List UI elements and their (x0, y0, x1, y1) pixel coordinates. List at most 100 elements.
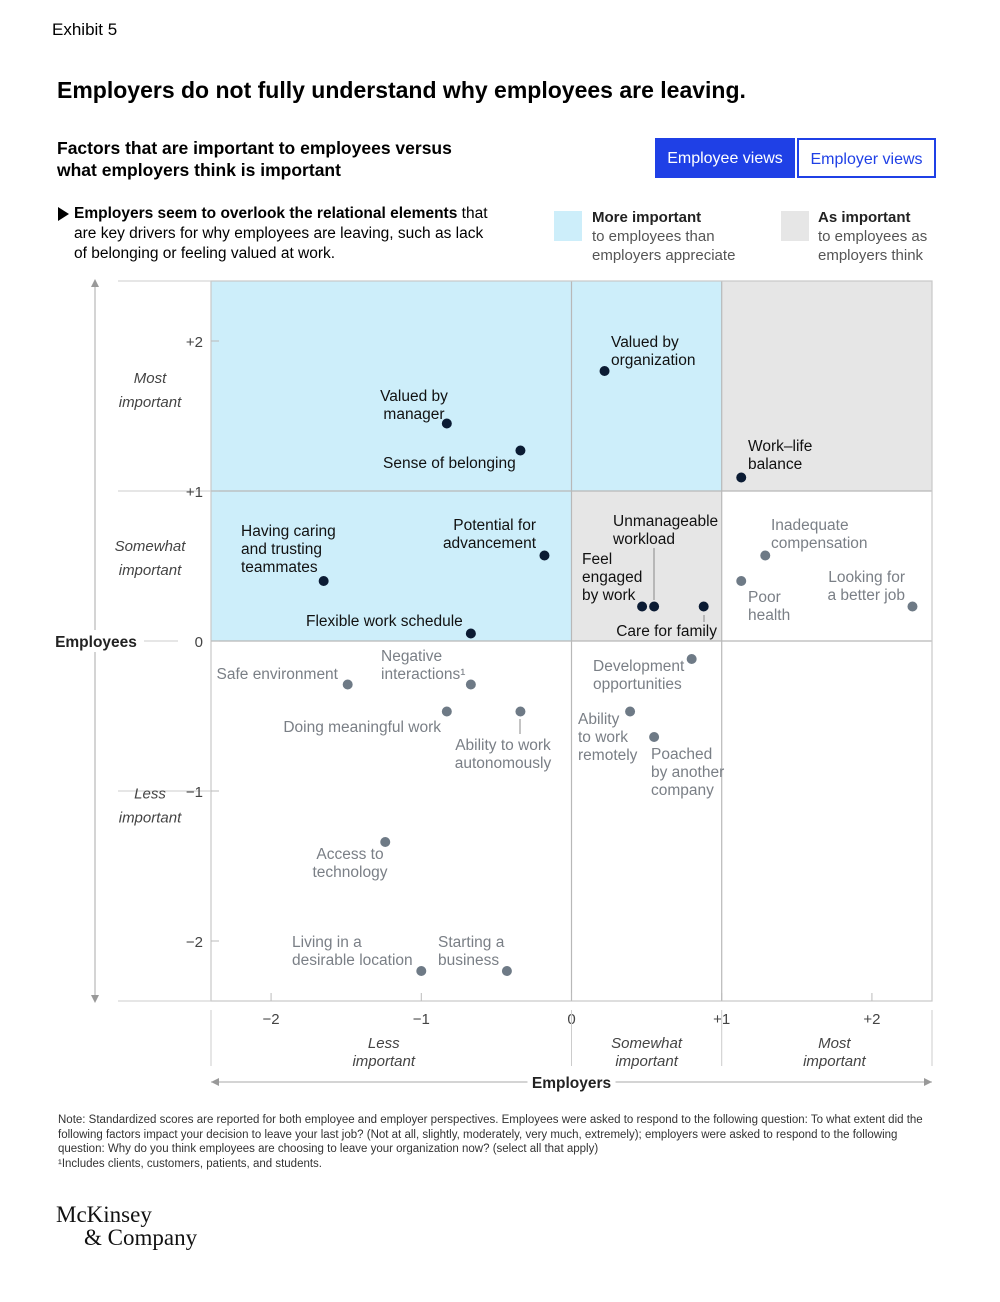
legend-as-important-text: to employees as employers think (818, 228, 928, 264)
point-label: and trusting (241, 541, 322, 558)
point-label: by another (651, 764, 724, 781)
y-tick-label: +1 (186, 484, 203, 501)
tab-employer-views[interactable]: Employer views (797, 138, 936, 178)
x-category-label: Most (818, 1035, 851, 1052)
x-tick-label: +2 (863, 1011, 880, 1028)
point-label: Feel (582, 551, 612, 568)
mckinsey-logo: McKinsey & Company (56, 1203, 197, 1249)
x-category-label: important (615, 1053, 678, 1070)
data-point (318, 576, 329, 586)
point-label: teammates (241, 559, 318, 576)
point-label: opportunities (593, 676, 682, 693)
point-label: health (748, 607, 790, 624)
data-point (441, 418, 452, 429)
data-point (380, 837, 391, 847)
callout-text: that are key drivers for why employees a… (74, 205, 488, 262)
data-point (465, 628, 476, 639)
point-label: business (438, 952, 499, 969)
point-label: Ability (578, 711, 620, 728)
legend-swatch-more-important (554, 211, 582, 241)
data-point (736, 576, 747, 586)
point-label: Negative (381, 648, 442, 665)
page-title: Employers do not fully understand why em… (57, 77, 746, 103)
point-label: Starting a (438, 934, 505, 951)
region-more-1 (571, 281, 722, 491)
y-tick-label: −1 (186, 784, 203, 801)
point-label: Looking for (828, 569, 905, 586)
data-point (649, 732, 660, 742)
point-label: Poached (651, 746, 712, 763)
point-label: Sense of belonging (383, 455, 516, 472)
x-axis-arrow-left-icon (211, 1078, 219, 1086)
data-point (515, 445, 526, 456)
y-category-label: Most (134, 370, 167, 387)
y-category-label: important (119, 394, 182, 411)
logo-line-2: & Company (84, 1225, 198, 1250)
data-point (760, 550, 771, 561)
y-tick-label: +2 (186, 334, 203, 351)
point-label: Ability to work (455, 737, 551, 754)
y-axis-title: Employees (55, 634, 137, 651)
point-label: desirable location (292, 952, 413, 969)
legend-swatch-as-important (781, 211, 809, 241)
point-label: organization (611, 352, 695, 369)
y-axis-arrow-up-icon (91, 279, 99, 287)
point-label: Unmanageable (613, 513, 718, 530)
point-label: workload (612, 531, 675, 548)
callout-bold: Employers seem to overlook the relationa… (74, 205, 458, 222)
data-point (416, 966, 427, 976)
triangle-bullet-icon (58, 207, 69, 221)
data-point (698, 601, 709, 612)
y-category-label: important (119, 562, 182, 579)
y-tick-label: 0 (195, 634, 203, 651)
x-category-label: Somewhat (611, 1035, 683, 1052)
data-point (625, 706, 636, 717)
scatter-chart: +2+10−1−2MostimportantSomewhatimportantL… (55, 279, 933, 1094)
point-label: Access to (316, 846, 383, 863)
data-point (686, 654, 697, 664)
data-point (441, 706, 452, 717)
point-label: Doing meaningful work (283, 719, 441, 736)
region-more-0 (211, 281, 572, 641)
x-tick-label: −2 (263, 1011, 280, 1028)
legend-as-important: As important to employees as employers t… (818, 208, 948, 265)
x-axis-title-bg (527, 1070, 616, 1094)
legend-as-important-title: As important (818, 209, 911, 226)
point-label: Safe environment (217, 666, 339, 683)
tab-employee-views[interactable]: Employee views (655, 138, 795, 178)
point-label: Having caring (241, 523, 336, 540)
point-label: remotely (578, 747, 638, 764)
y-category-label: Less (134, 786, 166, 803)
region-as-3 (571, 491, 722, 641)
point-label: by work (582, 587, 636, 604)
data-point (515, 706, 526, 717)
y-category-label: important (119, 810, 182, 827)
exhibit-label: Exhibit 5 (52, 20, 118, 39)
y-category-label: Somewhat (115, 538, 187, 555)
note-text: Note: Standardized scores are reported f… (58, 1114, 923, 1155)
point-label: balance (748, 456, 802, 473)
legend-more-important-text: to employees than employers appreciate (592, 228, 736, 264)
point-label: manager (383, 406, 444, 423)
point-label: Care for family (616, 623, 717, 640)
point-label: technology (313, 864, 388, 881)
point-label: Poor (748, 589, 781, 606)
logo-line-1: McKinsey (56, 1202, 152, 1227)
point-label: interactions¹ (381, 666, 465, 683)
point-label: Flexible work schedule (306, 613, 463, 630)
y-tick-label: −2 (186, 934, 203, 951)
x-category-label: important (803, 1053, 866, 1070)
point-label: compensation (771, 535, 868, 552)
data-point (501, 966, 512, 976)
x-tick-label: −1 (413, 1011, 430, 1028)
point-label: Work–life (748, 438, 812, 455)
chart-subtitle: Factors that are important to employees … (57, 138, 452, 180)
x-axis-title: Employers (532, 1075, 611, 1092)
point-label: advancement (443, 535, 537, 552)
legend-more-important: More important to employees than employe… (592, 208, 762, 265)
point-label: Potential for (453, 517, 536, 534)
point-label: Inadequate (771, 517, 849, 534)
legend-more-important-title: More important (592, 209, 702, 226)
x-category-label: Less (368, 1035, 400, 1052)
data-point (539, 550, 550, 561)
